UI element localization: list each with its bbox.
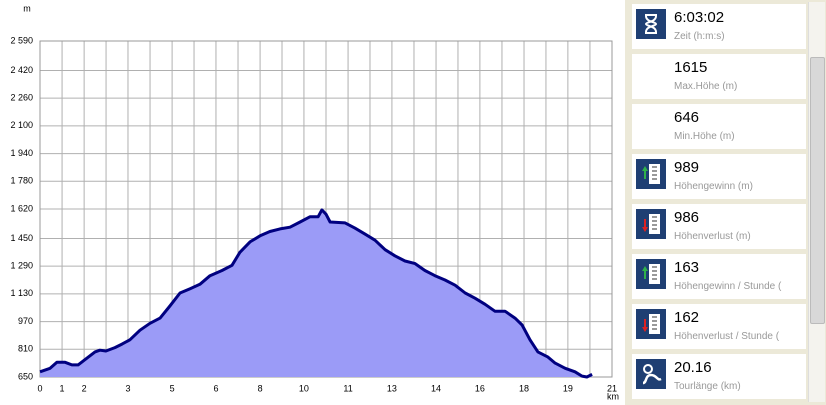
stat-label: Max.Höhe (m) xyxy=(674,81,738,92)
x-tick-label: 21 xyxy=(607,383,617,393)
stat-icon xyxy=(636,159,666,189)
y-tick-label: 2 260 xyxy=(10,93,33,103)
x-tick-label: 8 xyxy=(258,383,263,393)
stat-label: Höhengewinn / Stunde ( xyxy=(674,281,782,292)
y-tick-label: 970 xyxy=(18,316,33,326)
x-tick-label: 3 xyxy=(125,383,130,393)
stat-icon xyxy=(636,9,666,39)
stat-value: 163 xyxy=(674,259,700,276)
stat-item: 162 Höhenverlust / Stunde ( xyxy=(632,304,806,349)
stats-panel: 6:03:02 Zeit (h:m:s) 1615 Max.Höhe (m) 646 Mi… xyxy=(630,0,808,405)
stat-icon xyxy=(636,209,666,239)
y-tick-label: 1 620 xyxy=(10,203,33,213)
stat-value: 986 xyxy=(674,209,700,226)
stat-label: Tourlänge (km) xyxy=(674,381,741,392)
y-tick-label: 1 940 xyxy=(10,148,33,158)
x-tick-label: 5 xyxy=(170,383,175,393)
y-tick-label: 810 xyxy=(18,344,33,354)
y-tick-label: 1 130 xyxy=(10,288,33,298)
scroll-thumb[interactable] xyxy=(810,57,825,324)
y-tick-label: 2 590 xyxy=(10,35,33,45)
x-tick-label: 16 xyxy=(475,383,485,393)
stat-label: Höhenverlust (m) xyxy=(674,231,751,242)
x-tick-label: 0 xyxy=(37,383,42,393)
stat-item: 989 Höhengewinn (m) xyxy=(632,154,806,199)
x-unit: km xyxy=(607,391,619,401)
stat-item: 163 Höhengewinn / Stunde ( xyxy=(632,254,806,299)
line xyxy=(39,208,593,379)
x-tick-label: 18 xyxy=(519,383,529,393)
y-tick-label: 2 420 xyxy=(10,65,33,75)
x-tick-label: 14 xyxy=(431,383,441,393)
stat-value: 6:03:02 xyxy=(674,9,725,26)
y-unit: m xyxy=(23,3,31,13)
x-tick-label: 19 xyxy=(563,383,573,393)
area xyxy=(40,209,593,377)
y-tick-label: 1 780 xyxy=(10,176,33,186)
stat-item: 1615 Max.Höhe (m) xyxy=(632,54,806,99)
stat-icon xyxy=(636,309,666,339)
stat-item: 646 Min.Höhe (m) xyxy=(632,104,806,149)
x-tick-label: 2 xyxy=(82,383,87,393)
y-tick-label: 1 450 xyxy=(10,233,33,243)
stat-value: 1615 xyxy=(674,59,708,76)
scrollbar[interactable] xyxy=(808,2,825,402)
stat-item: 6:03:02 Zeit (h:m:s) xyxy=(632,4,806,49)
x-tick-label: 6 xyxy=(213,383,218,393)
y-tick-label: 1 290 xyxy=(10,261,33,271)
stat-label: Höhenverlust / Stunde ( xyxy=(674,331,780,342)
stat-value: 989 xyxy=(674,159,700,176)
x-tick-label: 13 xyxy=(387,383,397,393)
stat-value: 20.16 xyxy=(674,359,712,376)
stat-item: 20.16 Tourlänge (km) xyxy=(632,354,806,399)
x-tick-label: 11 xyxy=(343,383,352,393)
y-tick-label: 2 100 xyxy=(10,120,33,130)
stat-icon xyxy=(636,359,666,389)
x-tick-label: 1 xyxy=(60,383,65,393)
stat-label: Zeit (h:m:s) xyxy=(674,31,725,42)
stat-icon xyxy=(636,259,666,289)
stat-value: 162 xyxy=(674,309,700,326)
stat-label: Höhengewinn (m) xyxy=(674,181,753,192)
stat-value: 646 xyxy=(674,109,700,126)
x-tick-label: 10 xyxy=(299,383,309,393)
stat-item: 986 Höhenverlust (m) xyxy=(632,204,806,249)
y-tick-label: 650 xyxy=(18,371,33,381)
stat-label: Min.Höhe (m) xyxy=(674,131,735,142)
